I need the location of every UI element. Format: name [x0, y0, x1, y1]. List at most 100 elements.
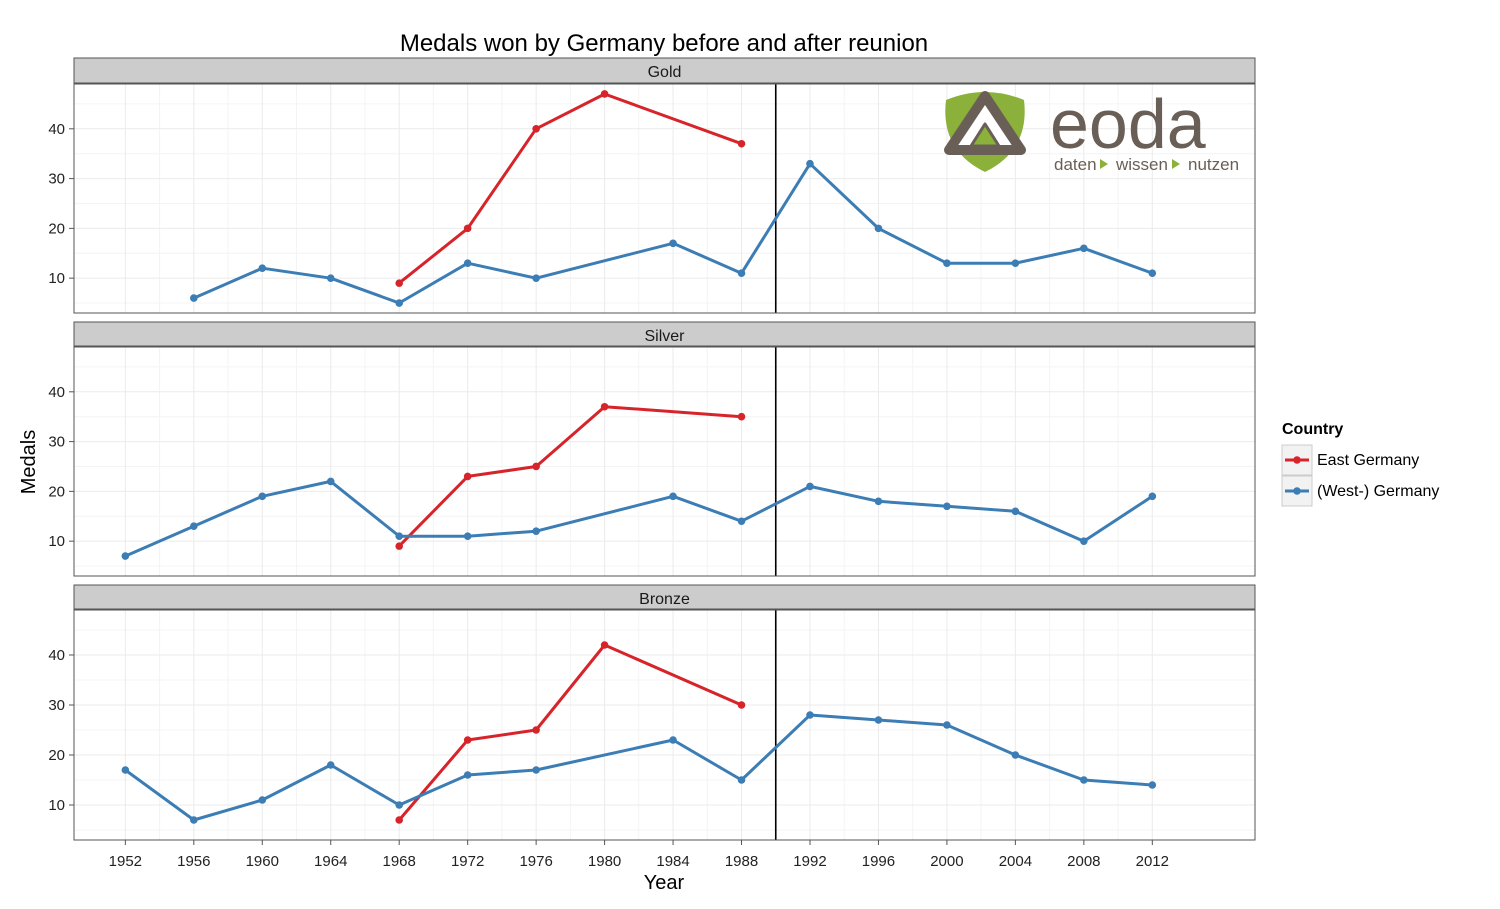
data-point-west-germany: [1080, 776, 1088, 784]
legend-title: Country: [1282, 421, 1343, 438]
x-tick-label: 1972: [451, 853, 484, 870]
panel-background: [74, 84, 1255, 313]
data-point-west-germany: [737, 269, 746, 277]
data-point-west-germany: [1080, 537, 1088, 545]
y-axis-title: Medals: [18, 430, 40, 494]
data-point-west-germany: [463, 532, 472, 540]
x-tick-label: 1980: [588, 853, 621, 870]
strip-background: [73, 584, 1256, 610]
panel-border: [73, 83, 1256, 314]
facet-panel-bronze: Bronze 10 20 30 40: [48, 584, 1256, 841]
data-point-west-germany: [326, 477, 335, 486]
data-point-west-germany: [943, 502, 951, 511]
data-point-west-germany: [395, 299, 404, 307]
data-point-west-germany: [1011, 259, 1020, 268]
data-point-west-germany: [395, 801, 404, 809]
y-tick-label: 40: [48, 384, 65, 401]
data-point-west-germany: [121, 766, 130, 774]
data-point-west-germany: [1148, 781, 1157, 789]
data-point-east-germany: [600, 402, 609, 411]
x-tick-label: 1956: [177, 853, 210, 870]
data-point-west-germany: [463, 259, 472, 268]
x-axis-title: Year: [644, 872, 685, 894]
data-point-east-germany: [395, 816, 404, 824]
data-point-west-germany: [326, 274, 335, 282]
logo-arrow-icon: [1172, 159, 1180, 169]
data-point-east-germany: [737, 412, 746, 421]
data-point-west-germany: [806, 711, 814, 719]
legend-label: (West-) Germany: [1317, 483, 1439, 500]
data-point-west-germany: [943, 721, 951, 729]
panel-background: [74, 347, 1255, 576]
chart-title: Medals won by Germany before and after r…: [400, 30, 928, 57]
facet-panels: Gold 10 20 30 40 Silver 10 20 30 40 Bronze 10 20 30 40: [48, 57, 1256, 841]
data-point-west-germany: [669, 736, 677, 744]
data-point-east-germany: [532, 726, 540, 734]
panel-background: [74, 610, 1255, 840]
data-point-west-germany: [943, 259, 951, 268]
x-tick-label: 1960: [246, 853, 279, 870]
x-tick-label: 2000: [930, 853, 963, 870]
data-point-west-germany: [874, 716, 883, 724]
data-point-east-germany: [463, 472, 472, 481]
legend: Country East Germany (West-) Germany: [1281, 421, 1439, 507]
legend-key-point: [1293, 487, 1301, 495]
data-point-west-germany: [669, 239, 677, 248]
data-point-west-germany: [532, 274, 540, 282]
logo-tagline-word: wissen: [1115, 155, 1168, 174]
y-tick-label: 10: [48, 797, 65, 814]
strip-background: [73, 57, 1256, 84]
y-tick-label: 10: [48, 270, 65, 287]
y-tick-label: 30: [48, 697, 65, 714]
x-tick-label: 1992: [793, 853, 826, 870]
y-tick-label: 30: [48, 171, 65, 188]
data-point-west-germany: [806, 159, 814, 168]
logo-tagline-word: daten: [1054, 155, 1097, 174]
panel-border: [73, 346, 1256, 577]
y-tick-label: 10: [48, 533, 65, 550]
data-point-west-germany: [190, 816, 198, 824]
data-point-west-germany: [1148, 492, 1157, 501]
x-tick-label: 1976: [519, 853, 552, 870]
x-tick-label: 2012: [1136, 853, 1169, 870]
data-point-east-germany: [600, 90, 609, 98]
data-point-west-germany: [258, 796, 267, 804]
data-point-west-germany: [1080, 244, 1088, 253]
data-point-west-germany: [806, 482, 814, 491]
strip-background: [73, 321, 1256, 347]
data-point-east-germany: [600, 641, 609, 649]
data-point-west-germany: [737, 517, 746, 526]
legend-key-point: [1293, 456, 1301, 464]
y-tick-label: 40: [48, 647, 65, 664]
x-tick-label: 1968: [383, 853, 416, 870]
data-point-west-germany: [190, 294, 198, 302]
facet-panel-silver: Silver 10 20 30 40: [48, 321, 1256, 577]
y-tick-label: 20: [48, 747, 65, 764]
x-tick-label: 1984: [656, 853, 689, 870]
strip-label: Silver: [644, 328, 685, 345]
data-point-west-germany: [874, 497, 883, 506]
y-tick-label: 40: [48, 121, 65, 138]
y-tick-label: 20: [48, 483, 65, 500]
data-point-west-germany: [532, 527, 540, 535]
data-point-west-germany: [532, 766, 540, 774]
series-line-west-germany: [193, 162, 1153, 305]
x-tick-label: 1952: [109, 853, 142, 870]
data-point-west-germany: [1148, 269, 1157, 277]
data-point-east-germany: [737, 701, 746, 709]
x-tick-label: 1988: [725, 853, 758, 870]
data-point-west-germany: [463, 771, 472, 779]
data-point-east-germany: [463, 736, 472, 744]
data-point-east-germany: [395, 279, 404, 287]
x-tick-label: 2008: [1067, 853, 1100, 870]
x-tick-label: 1964: [314, 853, 347, 870]
data-point-west-germany: [1011, 507, 1020, 516]
logo-inner-triangle-icon: [969, 122, 1001, 148]
x-tick-label: 1996: [862, 853, 895, 870]
y-tick-label: 20: [48, 220, 65, 237]
data-point-east-germany: [532, 462, 540, 471]
data-point-west-germany: [258, 492, 267, 501]
data-point-west-germany: [737, 776, 746, 784]
